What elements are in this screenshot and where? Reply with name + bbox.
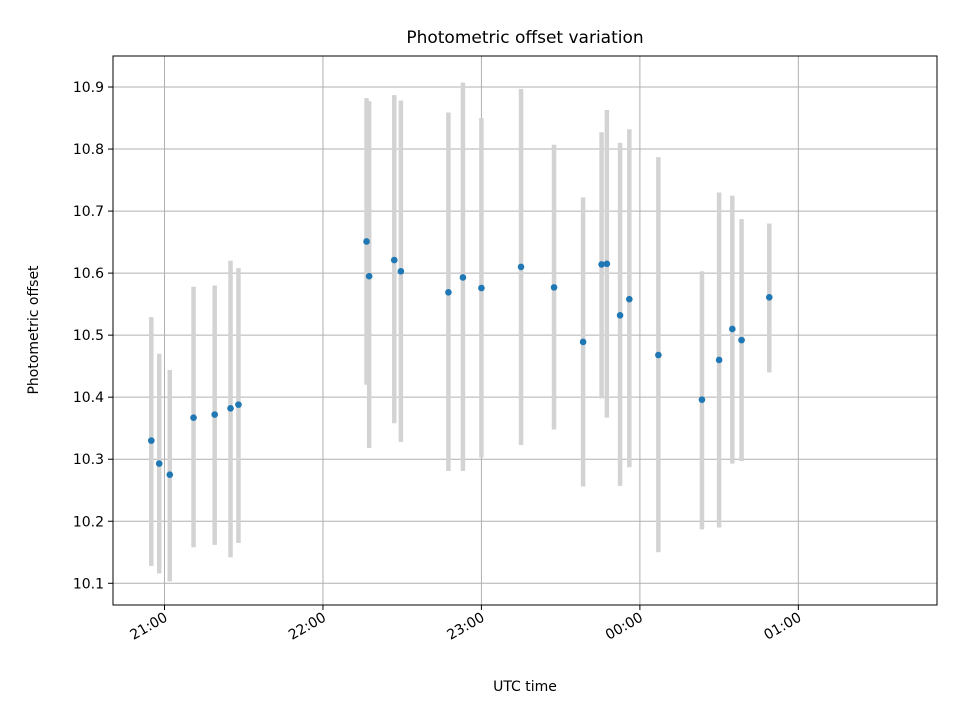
y-tick-label: 10.7	[73, 204, 104, 220]
data-point	[397, 267, 405, 275]
y-tick-label: 10.4	[73, 390, 104, 406]
data-point	[698, 396, 706, 403]
x-tick-label: 23:00	[444, 610, 487, 644]
data-point	[738, 336, 745, 344]
y-tick-label: 10.8	[73, 142, 104, 158]
data-point	[579, 338, 587, 346]
data-point	[445, 289, 452, 296]
data-point	[363, 238, 370, 245]
data-point	[155, 460, 163, 467]
data-point	[715, 356, 723, 364]
data-point	[626, 295, 633, 303]
x-tick-label: 00:00	[603, 610, 646, 644]
data-point	[550, 284, 558, 291]
data-point	[365, 272, 373, 280]
data-point	[765, 294, 773, 301]
x-axis-ticks: 21:00 22:00 23:00 00:00 01:00	[128, 605, 804, 644]
y-tick-label: 10.5	[73, 328, 104, 344]
data-point	[166, 471, 174, 479]
error-bars	[149, 82, 772, 582]
data-point	[211, 411, 218, 418]
y-tick-label: 10.6	[73, 266, 104, 282]
chart-title: Photometric offset variation	[406, 28, 643, 48]
data-point	[517, 263, 525, 271]
y-tick-label: 10.2	[73, 514, 104, 530]
data-point	[729, 325, 736, 333]
data-point	[227, 405, 234, 412]
x-axis-label: UTC time	[493, 679, 557, 695]
data-point	[603, 260, 611, 268]
x-tick-label: 21:00	[128, 610, 171, 644]
y-tick-label: 10.3	[73, 452, 104, 468]
grid	[113, 56, 937, 605]
data-point	[147, 437, 155, 444]
data-point	[655, 351, 662, 359]
data-point	[598, 261, 605, 268]
data-points	[147, 238, 773, 479]
y-axis-ticks: 10.1 10.2 10.3 10.4 10.5 10.6 10.7 10.8 10.9	[73, 80, 113, 592]
data-point	[616, 312, 624, 319]
data-point	[235, 401, 242, 408]
x-tick-label: 01:00	[761, 610, 804, 644]
plot-frame	[112, 55, 938, 606]
data-point	[390, 256, 398, 264]
y-axis-label: Photometric offset	[26, 265, 42, 395]
x-tick-label: 22:00	[286, 610, 329, 644]
data-point	[190, 414, 197, 421]
y-tick-label: 10.1	[73, 576, 104, 592]
y-tick-label: 10.9	[73, 80, 104, 96]
data-point	[459, 274, 467, 281]
data-point	[478, 284, 485, 292]
